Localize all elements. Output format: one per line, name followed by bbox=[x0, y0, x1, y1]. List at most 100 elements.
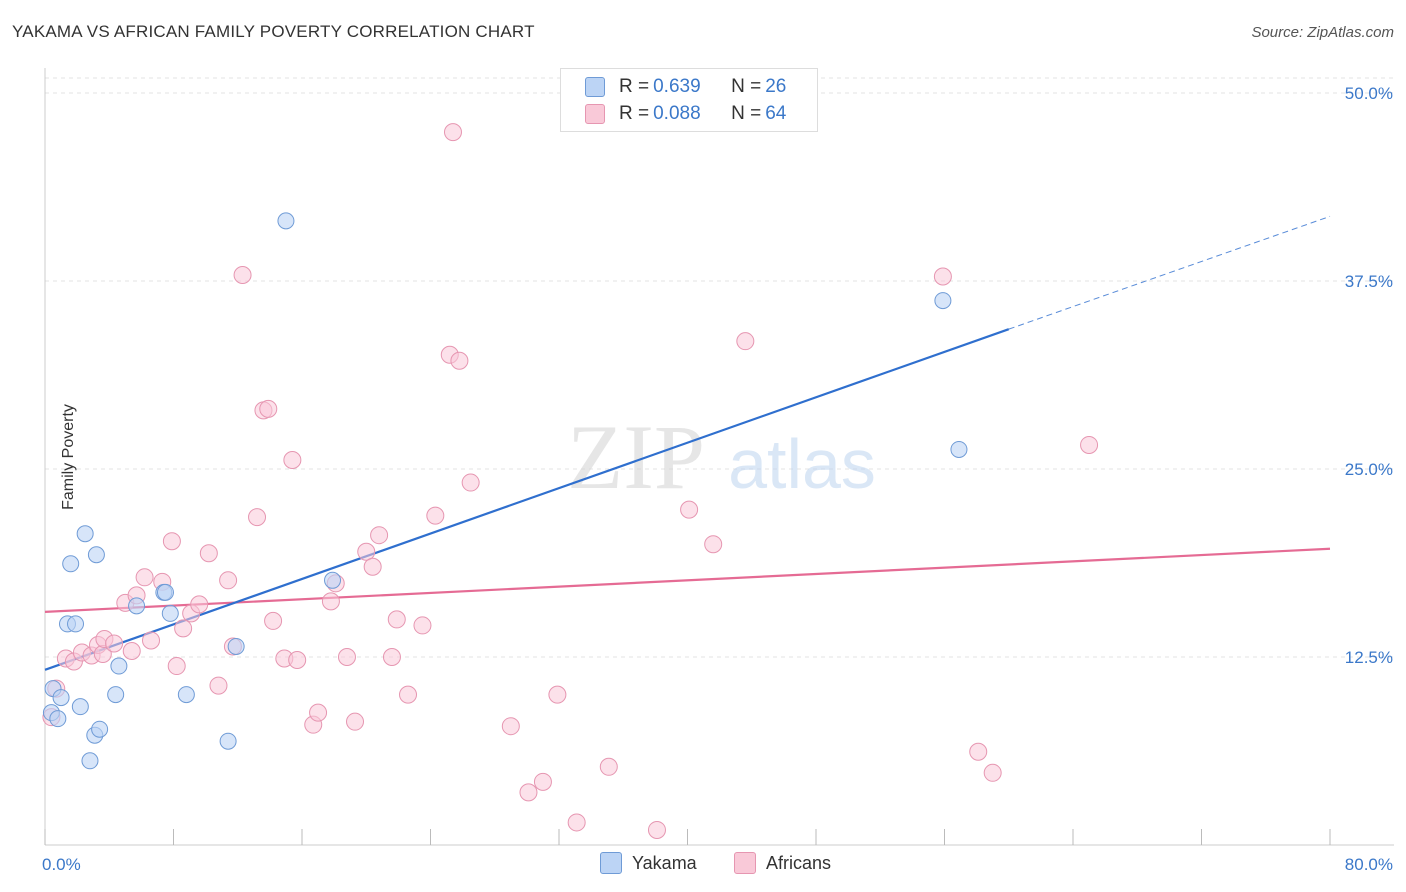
point-africans bbox=[321, 592, 340, 611]
x-tick-label: 0.0% bbox=[42, 855, 81, 874]
y-tick-label: 25.0% bbox=[1345, 460, 1393, 479]
trend-lines bbox=[44, 215, 1331, 671]
bottom-africans-label: Africans bbox=[766, 852, 832, 873]
point-yakama bbox=[161, 604, 179, 622]
point-yakama bbox=[52, 689, 70, 707]
point-africans bbox=[933, 267, 952, 286]
yakama-n-label: N = bbox=[731, 76, 762, 97]
point-yakama bbox=[277, 212, 295, 230]
point-africans bbox=[209, 676, 228, 695]
point-yakama bbox=[67, 615, 85, 633]
bottom-legend-africans[interactable]: Africans bbox=[734, 852, 831, 874]
stats-legend: R = 0.639 N = 26 R = 0.088 N = 64 bbox=[560, 68, 818, 132]
point-africans bbox=[219, 571, 238, 590]
point-africans bbox=[647, 820, 666, 839]
point-africans bbox=[363, 557, 382, 576]
point-africans bbox=[519, 783, 538, 802]
point-africans bbox=[370, 526, 389, 545]
point-yakama bbox=[128, 597, 146, 615]
y-tick-label: 12.5% bbox=[1345, 648, 1393, 667]
trend-line-yakama-extension bbox=[1008, 215, 1331, 330]
bottom-africans-swatch bbox=[734, 852, 756, 874]
point-yakama bbox=[49, 710, 67, 728]
gridlines bbox=[45, 77, 1394, 658]
point-africans bbox=[461, 473, 480, 492]
point-yakama bbox=[91, 720, 109, 738]
point-africans bbox=[233, 266, 252, 285]
bottom-legend-yakama[interactable]: Yakama bbox=[600, 852, 697, 874]
point-yakama bbox=[324, 571, 342, 589]
source-label: Source: ZipAtlas.com bbox=[1251, 24, 1394, 41]
point-africans bbox=[346, 712, 365, 731]
point-africans bbox=[283, 450, 302, 469]
point-africans bbox=[443, 123, 462, 142]
legend-row-africans: R = 0.088 N = 64 bbox=[585, 102, 786, 126]
axes bbox=[44, 68, 1394, 846]
bottom-yakama-swatch bbox=[600, 852, 622, 874]
point-africans bbox=[199, 544, 218, 563]
chart-title: YAKAMA VS AFRICAN FAMILY POVERTY CORRELA… bbox=[12, 22, 535, 41]
yakama-swatch bbox=[585, 77, 605, 97]
point-yakama bbox=[934, 292, 952, 310]
point-africans bbox=[382, 648, 401, 667]
y-tick-label: 37.5% bbox=[1345, 272, 1393, 291]
africans-n-value: 64 bbox=[765, 103, 787, 124]
x-tick-label: 80.0% bbox=[1345, 855, 1393, 874]
point-africans bbox=[190, 595, 209, 614]
point-africans bbox=[450, 351, 469, 370]
point-africans bbox=[174, 619, 193, 638]
point-yakama bbox=[62, 555, 80, 573]
point-africans bbox=[1080, 435, 1099, 454]
point-yakama bbox=[156, 583, 174, 601]
points-yakama bbox=[42, 212, 968, 770]
y-tick-label: 50.0% bbox=[1345, 84, 1393, 103]
point-africans bbox=[426, 506, 445, 525]
point-africans bbox=[142, 631, 161, 650]
point-africans bbox=[162, 532, 181, 551]
point-yakama bbox=[71, 698, 89, 716]
point-africans bbox=[288, 651, 307, 670]
point-africans bbox=[736, 332, 755, 351]
africans-r-value: 0.088 bbox=[653, 103, 701, 124]
point-africans bbox=[599, 757, 618, 776]
watermark-zip: ZIP bbox=[567, 406, 705, 508]
point-yakama bbox=[107, 686, 125, 704]
africans-r-label: R = bbox=[619, 103, 650, 124]
point-africans bbox=[105, 634, 124, 653]
point-africans bbox=[357, 542, 376, 561]
point-yakama bbox=[87, 546, 105, 564]
point-africans bbox=[548, 685, 567, 704]
points-africans bbox=[42, 123, 1099, 839]
point-africans bbox=[122, 641, 141, 660]
point-yakama bbox=[219, 732, 237, 750]
point-yakama bbox=[110, 657, 128, 675]
yakama-r-value: 0.639 bbox=[653, 76, 701, 97]
trend-line-yakama bbox=[44, 328, 1010, 671]
watermark: ZIP atlas bbox=[567, 406, 876, 508]
yakama-n-value: 26 bbox=[765, 76, 787, 97]
tick-labels: 12.5% 25.0% 37.5% 50.0% 0.0% 80.0% bbox=[42, 84, 1393, 874]
bottom-yakama-label: Yakama bbox=[632, 852, 697, 873]
point-africans bbox=[167, 657, 186, 676]
watermark-atlas: atlas bbox=[728, 425, 876, 503]
point-africans bbox=[680, 500, 699, 519]
yakama-r-label: R = bbox=[619, 76, 650, 97]
point-yakama bbox=[81, 752, 99, 770]
bottom-legend: Yakama Africans bbox=[0, 852, 1406, 876]
point-yakama bbox=[227, 637, 245, 655]
point-africans bbox=[337, 648, 356, 667]
point-africans bbox=[309, 703, 328, 722]
point-yakama bbox=[177, 686, 195, 704]
point-africans bbox=[248, 508, 267, 527]
point-africans bbox=[533, 772, 552, 791]
point-africans bbox=[969, 742, 988, 761]
point-africans bbox=[704, 535, 723, 554]
point-africans bbox=[135, 568, 154, 587]
legend-row-yakama: R = 0.639 N = 26 bbox=[585, 75, 786, 99]
point-yakama bbox=[76, 525, 94, 543]
point-africans bbox=[983, 763, 1002, 782]
y-axis-label: Family Poverty bbox=[59, 404, 77, 510]
point-africans bbox=[567, 813, 586, 832]
point-africans bbox=[387, 610, 406, 629]
